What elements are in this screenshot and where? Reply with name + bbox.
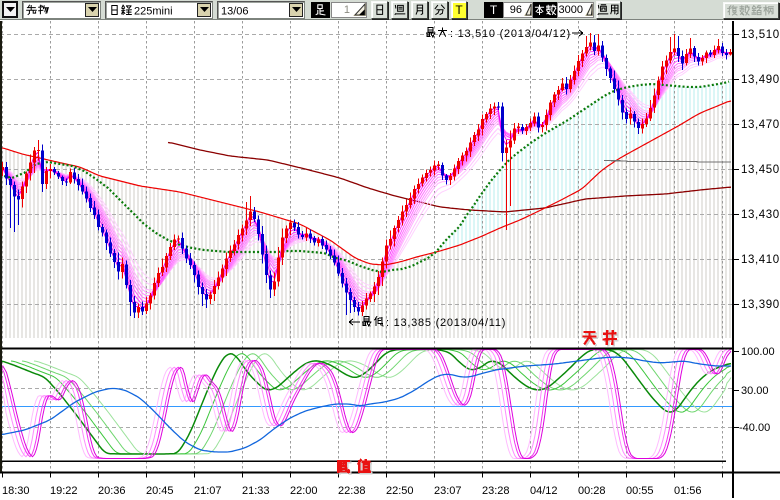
svg-text:13/06: 13/06	[221, 6, 249, 18]
svg-text:13,430: 13,430	[741, 209, 780, 221]
svg-text:19:22: 19:22	[50, 485, 78, 497]
svg-text:22:38: 22:38	[338, 485, 366, 497]
svg-text:23:07: 23:07	[434, 485, 462, 497]
svg-text:22:50: 22:50	[386, 485, 414, 497]
svg-text:13,470: 13,470	[741, 119, 780, 131]
svg-text:225mini: 225mini	[134, 6, 173, 18]
svg-text:100.00: 100.00	[741, 346, 775, 358]
svg-text:: 13,385 (2013/04/11): : 13,385 (2013/04/11)	[386, 317, 506, 329]
svg-text:04/12: 04/12	[530, 485, 558, 497]
svg-text:21:07: 21:07	[194, 485, 222, 497]
svg-text:-40.00: -40.00	[739, 422, 770, 434]
svg-text:13,510: 13,510	[741, 29, 780, 41]
svg-text:21:33: 21:33	[242, 485, 270, 497]
svg-text:13,450: 13,450	[741, 164, 780, 176]
svg-text:23:28: 23:28	[482, 485, 510, 497]
svg-text:18:30: 18:30	[2, 485, 30, 497]
svg-text:13,390: 13,390	[741, 299, 780, 311]
svg-text:13,410: 13,410	[741, 254, 780, 266]
svg-text:20:36: 20:36	[98, 485, 126, 497]
svg-text:00:28: 00:28	[578, 485, 606, 497]
svg-text:30.00: 30.00	[741, 385, 769, 397]
svg-text:01:56: 01:56	[674, 485, 702, 497]
svg-text:: 13,510 (2013/04/12): : 13,510 (2013/04/12)	[450, 28, 571, 40]
svg-text:20:45: 20:45	[146, 485, 174, 497]
svg-text:22:00: 22:00	[290, 485, 318, 497]
svg-text:00:55: 00:55	[626, 485, 654, 497]
svg-text:13,490: 13,490	[741, 74, 780, 86]
